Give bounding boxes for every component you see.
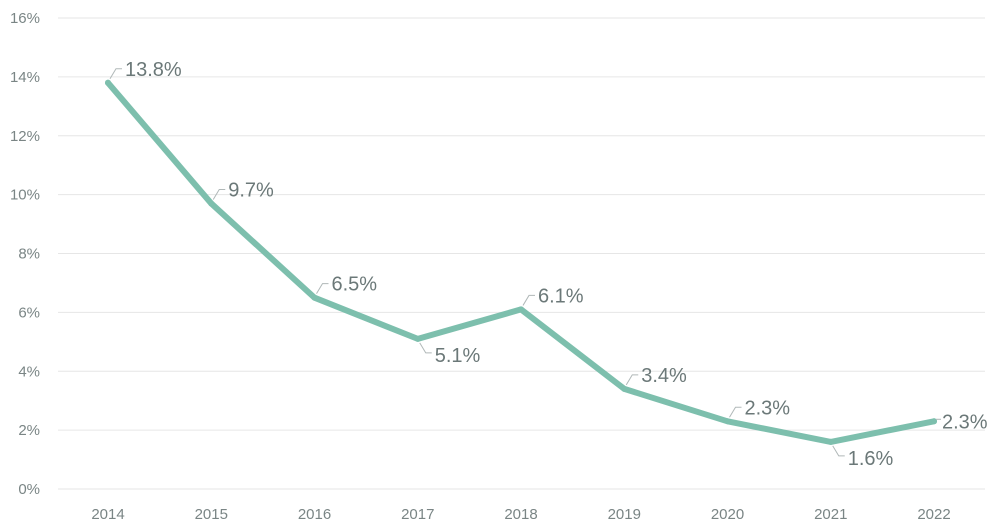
data-label: 13.8% [125,59,182,81]
data-point [414,335,421,342]
label-leader-line [625,374,639,386]
x-tick-label: 2019 [608,506,641,523]
label-leader-line [729,406,742,418]
label-leader-line [109,68,122,80]
series-line [105,79,937,445]
y-tick-label: 14% [10,69,40,86]
data-point [311,294,318,301]
data-label: 1.6% [848,448,894,470]
y-tick-label: 2% [18,422,40,439]
x-tick-label: 2018 [504,506,537,523]
data-point [518,306,524,313]
y-axis-ticks: 0% 2% 4% 6% 8% 10% 12% 14% 16% [10,10,40,498]
data-point [931,418,937,425]
data-label: 2.3% [745,397,791,419]
data-label: 6.5% [332,274,378,296]
x-tick-label: 2021 [814,506,847,523]
label-leader-line [212,188,226,200]
x-tick-label: 2017 [401,506,434,523]
data-point [105,79,111,86]
x-tick-label: 2022 [917,506,950,523]
y-tick-label: 16% [10,10,40,27]
gridlines [58,17,985,490]
data-label: 9.7% [228,179,274,201]
y-tick-label: 10% [10,187,40,204]
data-point [621,385,628,392]
data-point [827,438,834,445]
x-tick-label: 2015 [195,506,228,523]
y-tick-label: 8% [18,246,40,263]
data-label: 3.4% [641,365,687,387]
series [105,79,937,445]
data-label: 5.1% [435,345,481,367]
x-tick-label: 2016 [298,506,331,523]
data-point [724,418,731,425]
data-point [208,200,215,207]
data-label: 2.3% [942,411,988,433]
data-labels: 13.8% 9.7% 6.5% 5.1% 6.1% 3.4% 2.3% 1.6% 2.3% [109,59,988,470]
label-leader-line [522,294,535,306]
y-tick-label: 4% [18,363,40,380]
data-label: 6.1% [538,285,584,307]
label-leader-line [316,283,329,294]
label-leader-line [832,445,845,457]
x-tick-label: 2020 [711,506,744,523]
y-tick-label: 12% [10,128,40,145]
y-tick-label: 0% [18,481,40,498]
x-tick-label: 2014 [91,506,124,523]
x-axis-ticks: 2014 2015 2016 2017 2018 2019 2020 2021 2022 [91,506,950,523]
label-leader-line [419,342,432,354]
y-tick-label: 6% [18,304,40,321]
